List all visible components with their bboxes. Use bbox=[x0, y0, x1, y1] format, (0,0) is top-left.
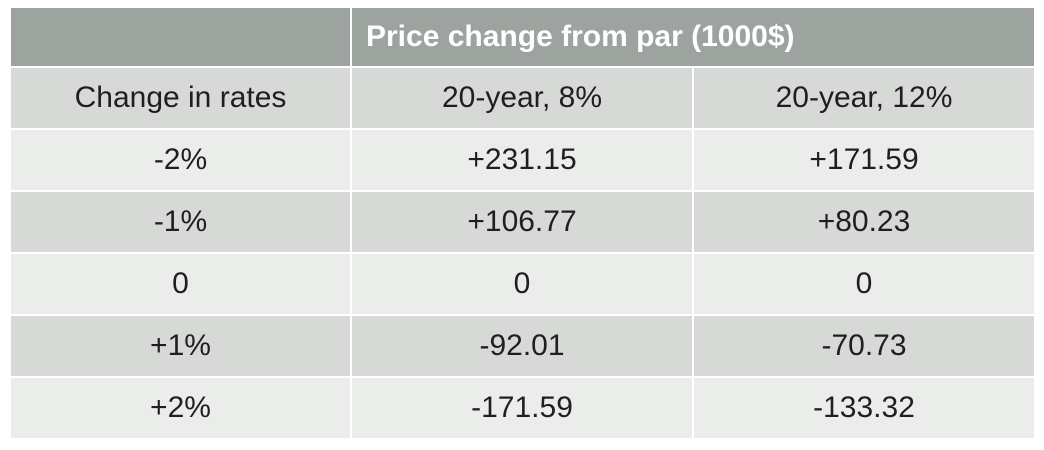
rate-change-cell: +1% bbox=[9, 314, 352, 378]
price-change-8-cell: +231.15 bbox=[350, 128, 694, 192]
table-row: +2% -171.59 -133.32 bbox=[9, 376, 1036, 440]
price-change-12-cell: +80.23 bbox=[692, 190, 1036, 254]
column-header-20-year-12: 20-year, 12% bbox=[692, 66, 1036, 130]
table-row: +1% -92.01 -70.73 bbox=[9, 314, 1036, 378]
price-change-12-cell: -70.73 bbox=[692, 314, 1036, 378]
rate-change-cell: -2% bbox=[9, 128, 352, 192]
rate-change-cell: 0 bbox=[9, 252, 352, 316]
price-change-12-cell: -133.32 bbox=[692, 376, 1036, 440]
price-change-table: Price change from par (1000$) Change in … bbox=[9, 6, 1036, 440]
column-header-change-in-rates: Change in rates bbox=[9, 66, 352, 130]
price-change-8-cell: -171.59 bbox=[350, 376, 694, 440]
price-change-8-cell: 0 bbox=[350, 252, 694, 316]
price-change-12-cell: +171.59 bbox=[692, 128, 1036, 192]
price-change-table-container: Price change from par (1000$) Change in … bbox=[9, 6, 1036, 440]
table-row: -1% +106.77 +80.23 bbox=[9, 190, 1036, 254]
table-row: -2% +231.15 +171.59 bbox=[9, 128, 1036, 192]
column-header-row: Change in rates 20-year, 8% 20-year, 12% bbox=[9, 66, 1036, 130]
header-empty-cell bbox=[9, 6, 352, 68]
table-row: 0 0 0 bbox=[9, 252, 1036, 316]
rate-change-cell: -1% bbox=[9, 190, 352, 254]
table-title: Price change from par (1000$) bbox=[350, 6, 1036, 68]
price-change-8-cell: -92.01 bbox=[350, 314, 694, 378]
price-change-12-cell: 0 bbox=[692, 252, 1036, 316]
rate-change-cell: +2% bbox=[9, 376, 352, 440]
column-header-20-year-8: 20-year, 8% bbox=[350, 66, 694, 130]
price-change-8-cell: +106.77 bbox=[350, 190, 694, 254]
table-header-row: Price change from par (1000$) bbox=[9, 6, 1036, 68]
